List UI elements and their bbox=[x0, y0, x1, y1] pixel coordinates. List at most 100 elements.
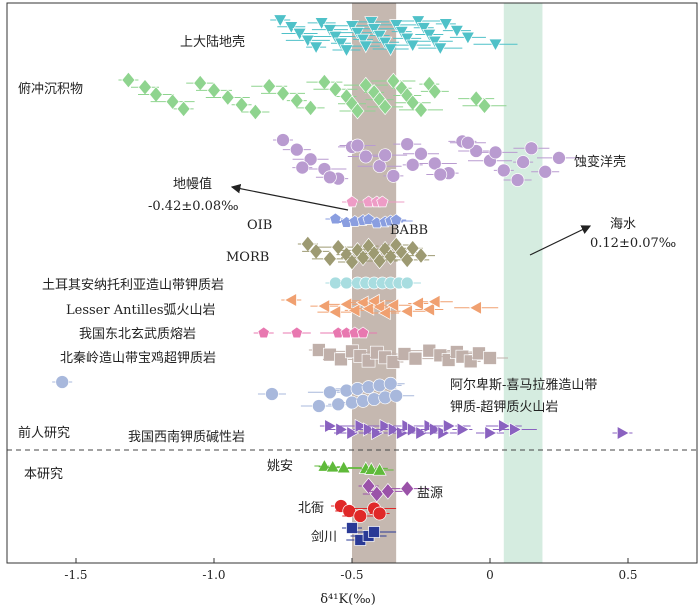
data-point-lesser-antilles bbox=[468, 300, 482, 315]
data-point-lesser-antilles bbox=[399, 304, 413, 319]
data-point-sediments bbox=[477, 97, 492, 115]
data-point-lesser-antilles bbox=[339, 297, 353, 312]
data-point-altered-oc bbox=[400, 137, 415, 151]
data-point-oib bbox=[390, 213, 403, 226]
data-point-altered-oc bbox=[552, 151, 566, 165]
data-point-qinling bbox=[483, 351, 497, 365]
data-point-upper-crust bbox=[488, 38, 503, 52]
label-previous: 前人研究 bbox=[18, 425, 70, 441]
label-jianchuan: 剑川 bbox=[311, 529, 337, 545]
data-point-altered-oc bbox=[510, 173, 525, 187]
data-point-lesser-antilles bbox=[372, 299, 386, 314]
data-point-qinling bbox=[386, 355, 401, 369]
data-point-altered-oc bbox=[516, 155, 530, 169]
data-point-upper-crust bbox=[355, 33, 371, 47]
data-point-altered-oc bbox=[405, 157, 420, 172]
x-tick-label: -1.5 bbox=[64, 568, 87, 582]
label-ne-china: 我国东北玄武质熔岩 bbox=[79, 327, 196, 342]
data-point-altered-oc bbox=[433, 167, 448, 182]
label-babb: BABB bbox=[390, 223, 428, 238]
label-yanyuan: 盐源 bbox=[417, 486, 443, 501]
data-point-sediments bbox=[248, 103, 263, 121]
series-beiya bbox=[330, 499, 397, 523]
data-point-sediments bbox=[378, 98, 393, 116]
data-point-sediments bbox=[234, 96, 249, 114]
x-tick-label: -1.0 bbox=[202, 568, 225, 582]
data-point-sediments bbox=[469, 90, 484, 107]
data-point-sediments bbox=[427, 83, 442, 100]
data-point-upper-crust bbox=[300, 34, 315, 48]
label-alpine-1: 阿尔卑斯-喜马拉雅造山带 bbox=[450, 377, 597, 393]
data-point-ne-china bbox=[356, 326, 370, 339]
data-point-sediments bbox=[405, 94, 420, 112]
data-point-lesser-antilles bbox=[377, 305, 391, 321]
data-point-turkey bbox=[400, 276, 414, 290]
data-point-alpine bbox=[383, 376, 398, 391]
data-point-lesser-antilles bbox=[361, 301, 375, 316]
data-point-sw-china bbox=[484, 425, 498, 441]
data-point-alpine bbox=[331, 397, 346, 412]
data-point-altered-oc bbox=[538, 164, 553, 179]
label-mantle-value-num: -0.42±0.08‰ bbox=[148, 199, 239, 214]
data-point-altered-oc bbox=[386, 169, 401, 183]
data-point-sediments bbox=[207, 81, 221, 99]
data-point-sediments bbox=[193, 74, 208, 92]
data-point-altered-oc bbox=[372, 159, 387, 174]
data-point-sediments bbox=[303, 99, 318, 117]
data-point-sediments bbox=[317, 73, 332, 91]
series-sediments bbox=[118, 71, 507, 121]
data-point-sediments bbox=[358, 76, 373, 94]
data-point-altered-oc bbox=[303, 152, 318, 167]
label-lesser-antilles: Lesser Antilles弧火山岩 bbox=[66, 303, 216, 318]
data-point-altered-oc bbox=[350, 138, 365, 153]
data-point-upper-crust bbox=[400, 32, 415, 46]
series-lesser-antilles bbox=[281, 292, 499, 321]
data-point-lesser-antilles bbox=[328, 305, 341, 320]
data-point-sediments bbox=[289, 92, 304, 109]
data-point-altered-oc bbox=[323, 170, 337, 185]
data-point-sediments bbox=[149, 86, 163, 103]
seawater-band bbox=[503, 3, 543, 563]
data-point-upper-crust bbox=[358, 40, 373, 54]
data-points bbox=[52, 14, 633, 546]
data-point-altered-oc bbox=[427, 156, 442, 171]
data-point-upper-crust bbox=[389, 19, 404, 33]
label-this-study: 本研究 bbox=[24, 467, 63, 482]
data-point-yaoan bbox=[325, 459, 340, 473]
data-point-altered-oc bbox=[295, 160, 310, 175]
series-ne-china bbox=[253, 326, 378, 339]
data-point-ne-china bbox=[290, 326, 303, 339]
x-tick-label: 0 bbox=[486, 568, 494, 582]
data-point-upper-crust bbox=[344, 20, 360, 34]
series-jianchuan bbox=[342, 522, 397, 546]
data-point-morb bbox=[322, 250, 337, 268]
data-point-sw-china bbox=[456, 422, 470, 437]
x-axis-label: δ⁴¹K(‰) bbox=[320, 592, 376, 607]
data-point-upper-crust bbox=[427, 35, 442, 49]
data-point-alpine bbox=[265, 387, 279, 401]
data-point-upper-crust bbox=[411, 15, 426, 29]
label-seawater: 海水 bbox=[610, 217, 636, 232]
data-point-sediments bbox=[414, 101, 428, 119]
series-sw-china bbox=[319, 418, 633, 441]
label-sediments: 俯冲沉积物 bbox=[18, 81, 83, 97]
data-point-sw-china bbox=[346, 425, 360, 441]
data-point-alpine bbox=[312, 399, 326, 413]
data-point-yaoan bbox=[317, 458, 332, 472]
data-point-sw-china bbox=[443, 418, 456, 434]
data-point-altered-oc bbox=[461, 135, 475, 150]
data-point-altered-oc bbox=[496, 163, 511, 178]
data-point-sw-china bbox=[616, 425, 630, 441]
data-point-yaoan bbox=[336, 460, 351, 474]
data-point-upper-crust bbox=[422, 28, 437, 42]
data-point-upper-crust bbox=[309, 41, 324, 55]
series-altered-oc bbox=[273, 133, 581, 187]
data-point-lesser-antilles bbox=[386, 298, 399, 313]
data-point-lesser-antilles bbox=[284, 292, 297, 308]
data-point-yanyuan bbox=[400, 480, 415, 498]
data-point-alpine bbox=[323, 385, 337, 400]
data-point-sediments bbox=[220, 89, 235, 106]
series-alpine bbox=[52, 375, 415, 413]
data-point-qinling bbox=[408, 351, 423, 366]
data-point-upper-crust bbox=[314, 17, 329, 31]
